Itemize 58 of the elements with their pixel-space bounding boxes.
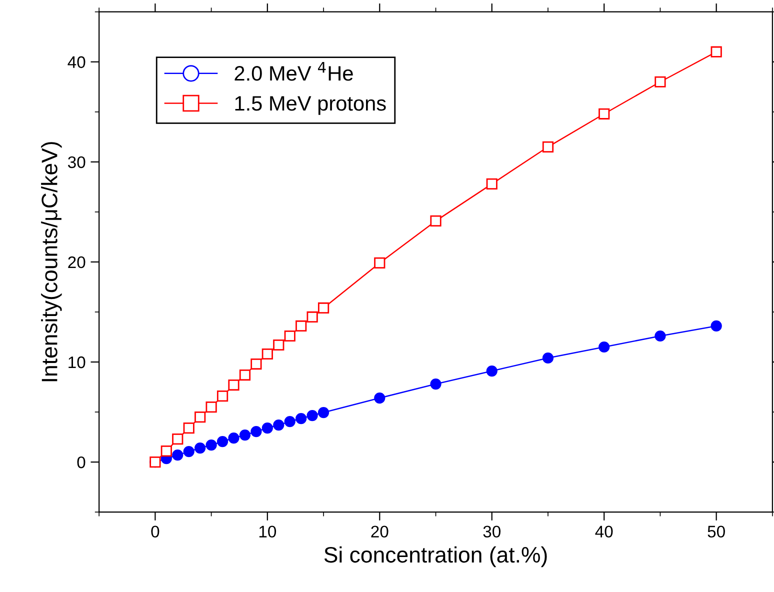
point (206, 401, 217, 413)
point (374, 257, 386, 269)
point (542, 352, 554, 364)
point (194, 442, 206, 454)
y-tick-label: 10 (68, 356, 86, 368)
point (654, 76, 666, 88)
point (318, 406, 330, 418)
x-axis-title: Si concentration (at.%) (324, 546, 547, 568)
point (430, 215, 442, 226)
point (228, 379, 240, 391)
point (262, 422, 273, 434)
point (296, 412, 307, 424)
point (172, 449, 184, 461)
y-tick-label: 0 (77, 456, 86, 468)
point (262, 348, 273, 360)
point (273, 339, 284, 351)
point (194, 411, 206, 423)
point (250, 426, 262, 438)
x-tick-label: 10 (259, 526, 276, 538)
point (318, 302, 330, 314)
point (542, 141, 554, 152)
point (216, 390, 228, 402)
point (486, 178, 498, 190)
x-tick-label: 20 (371, 526, 388, 538)
point (284, 330, 296, 342)
point (239, 369, 251, 381)
point (273, 419, 284, 431)
x-tick-label: 40 (595, 526, 613, 538)
x-tick-label: 30 (483, 526, 500, 538)
point (183, 422, 194, 434)
point (250, 358, 262, 370)
y-tick-label: 30 (68, 156, 86, 168)
point (296, 320, 307, 332)
point (239, 429, 251, 441)
point (284, 416, 296, 428)
point (306, 410, 318, 422)
point (216, 436, 228, 448)
point (228, 432, 240, 444)
legend-label: 2.0 MeV $^{4}$He (234, 62, 353, 81)
point (374, 392, 386, 404)
point (306, 311, 318, 323)
point (183, 446, 194, 458)
point (598, 341, 610, 353)
point (710, 46, 722, 58)
y-tick-label: 40 (68, 56, 86, 68)
point (430, 378, 442, 390)
y-tick-label: 20 (68, 256, 86, 268)
x-tick-label: 50 (708, 526, 725, 538)
point (710, 320, 722, 332)
point (598, 108, 610, 120)
legend-label: 1.5 MeV protons (235, 96, 386, 115)
point (206, 439, 217, 451)
x-tick-label: 0 (151, 526, 160, 538)
point (160, 445, 172, 457)
point (172, 433, 184, 445)
y-axis-title: Intensity(counts/μC/keV) (41, 142, 62, 382)
point (654, 330, 666, 342)
point (486, 365, 498, 377)
